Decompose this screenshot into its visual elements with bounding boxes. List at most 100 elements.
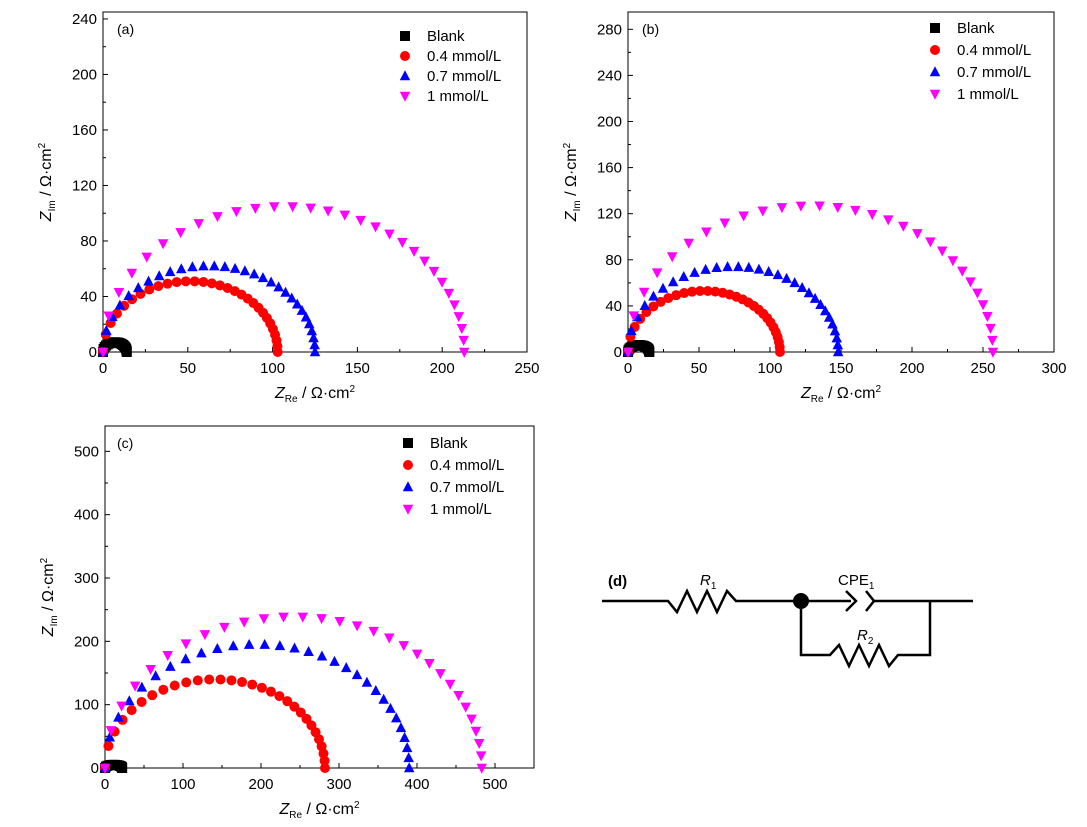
data-point (248, 268, 260, 279)
y-tick-label: 80 (80, 233, 97, 250)
data-point (626, 325, 637, 336)
data-point (329, 655, 340, 666)
data-point (103, 311, 114, 322)
data-point (398, 641, 409, 652)
data-point (776, 203, 788, 214)
data-point (866, 210, 878, 221)
legend-label: 0.7 mmol/L (430, 479, 504, 496)
data-point (144, 284, 155, 295)
legend-label: 0.4 mmol/L (427, 48, 501, 65)
data-point (823, 311, 835, 322)
data-point (383, 633, 395, 644)
data-point (198, 260, 209, 271)
legend-marker (402, 481, 414, 492)
data-point (772, 269, 784, 280)
data-point (351, 621, 363, 632)
data-point (370, 685, 382, 696)
data-point (124, 695, 135, 706)
data-point (334, 617, 345, 628)
legend-marker (930, 45, 940, 55)
legend-label: 1 mmol/L (957, 86, 1019, 103)
x-tick-label: 300 (1041, 360, 1066, 377)
x-tick-label: 0 (101, 776, 109, 793)
data-point (385, 702, 396, 713)
data-point (628, 311, 639, 322)
y-tick-label: 240 (597, 67, 622, 84)
data-point (228, 640, 239, 651)
legend-label: 1 mmol/L (430, 501, 492, 518)
circuit-panel-label: (d) (608, 573, 627, 590)
data-point (319, 763, 330, 773)
y-tick-label: 40 (80, 288, 97, 305)
data-point (408, 246, 420, 257)
x-tick-label: 200 (899, 360, 924, 377)
data-point (121, 347, 132, 357)
data-point (803, 287, 815, 298)
data-point (458, 347, 470, 358)
data-point (103, 740, 114, 751)
data-point (460, 702, 471, 713)
data-point (809, 292, 821, 303)
data-point (648, 290, 659, 301)
data-point (985, 323, 996, 334)
legend-marker (400, 51, 410, 61)
x-tick-label: 500 (482, 776, 507, 793)
data-point (212, 643, 223, 654)
y-tick-label: 40 (605, 298, 622, 315)
legend-label: 0.7 mmol/L (957, 64, 1031, 81)
data-point (789, 277, 800, 288)
data-point (99, 763, 111, 774)
data-point (296, 304, 308, 315)
data-point (831, 332, 843, 343)
data-point (733, 261, 744, 272)
x-tick-label: 50 (179, 360, 196, 377)
data-point (832, 346, 844, 357)
data-point (199, 630, 211, 641)
series-0-4-mmol-l (623, 285, 785, 357)
data-point (395, 722, 407, 733)
data-point (180, 639, 192, 650)
data-point (399, 732, 410, 743)
circuit-main-wire (602, 588, 851, 615)
x-tick-label: 100 (170, 776, 195, 793)
data-point (719, 218, 731, 229)
data-point (351, 669, 363, 680)
data-point (250, 203, 261, 214)
y-tick-label: 240 (72, 11, 97, 28)
data-point (435, 669, 446, 680)
data-point (678, 270, 689, 281)
data-point (274, 691, 285, 702)
data-point (133, 282, 144, 293)
x-tick-label: 300 (326, 776, 351, 793)
data-point (829, 325, 841, 336)
chart-panel-b: 0 50 100 150 200 250 300 0 40 80 120 160 200 240 280 (b… (562, 11, 1067, 405)
panel-label: (c) (117, 435, 133, 451)
data-point (136, 681, 148, 692)
plot-frame (627, 11, 1055, 353)
r1-label: R1 (700, 572, 717, 592)
data-point (444, 679, 456, 690)
y-tick-label: 300 (74, 570, 99, 587)
data-point (117, 763, 128, 773)
data-point (150, 670, 161, 681)
legend-marker (930, 23, 940, 33)
data-point (136, 696, 147, 707)
data-point (286, 292, 297, 303)
data-point (300, 311, 312, 322)
data-point (470, 726, 482, 737)
data-point (141, 252, 153, 263)
data-point (229, 262, 241, 273)
data-point (147, 690, 158, 701)
circuit-diagram: (d) R1 CPE1 R2 (602, 572, 973, 669)
data-point (757, 206, 769, 217)
data-point (355, 215, 366, 226)
x-tick-label: 200 (248, 776, 273, 793)
data-point (164, 266, 176, 277)
data-point (238, 617, 250, 628)
series-1-mmol-l (97, 202, 470, 358)
data-point (289, 642, 300, 653)
data-point (97, 347, 109, 358)
data-point (972, 288, 983, 299)
data-point (965, 277, 976, 288)
data-point (774, 347, 785, 357)
